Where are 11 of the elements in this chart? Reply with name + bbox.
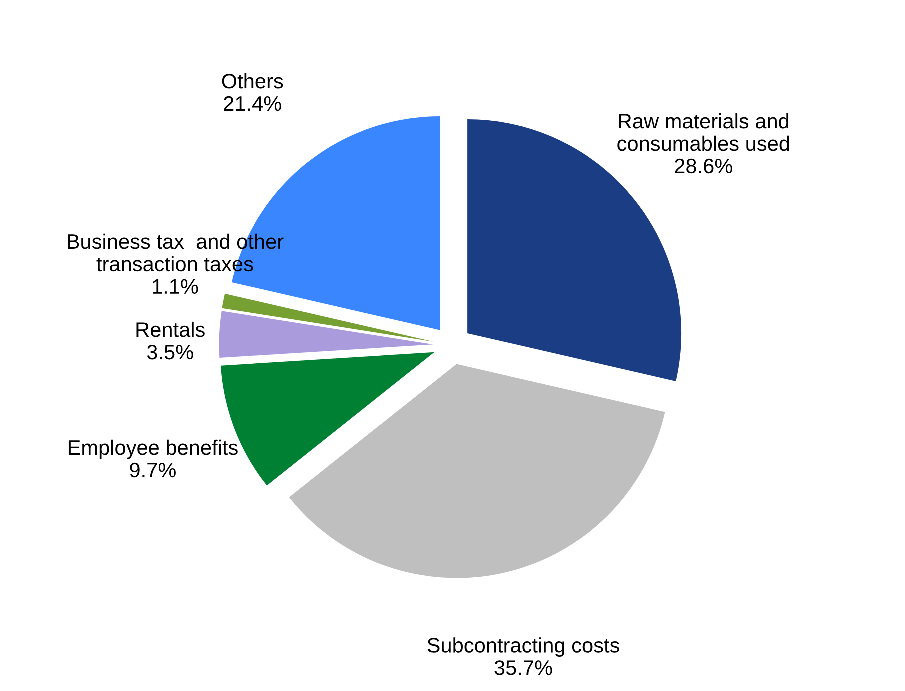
data-label: 35.7% [494, 660, 552, 676]
data-label: 28.6% [675, 158, 732, 174]
slice-label: Subcontracting costs [428, 638, 620, 658]
data-label: 3.5% [147, 344, 194, 360]
slice-label: Employee benefits [68, 440, 238, 460]
slice-label: Raw materials and consumables used [618, 113, 790, 152]
slice-label: Others [222, 73, 284, 89]
slice-label: Rentals [136, 322, 205, 338]
data-label: 21.4% [224, 96, 282, 112]
data-label: 1.1% [153, 279, 198, 294]
data-label: 9.7% [130, 462, 176, 478]
